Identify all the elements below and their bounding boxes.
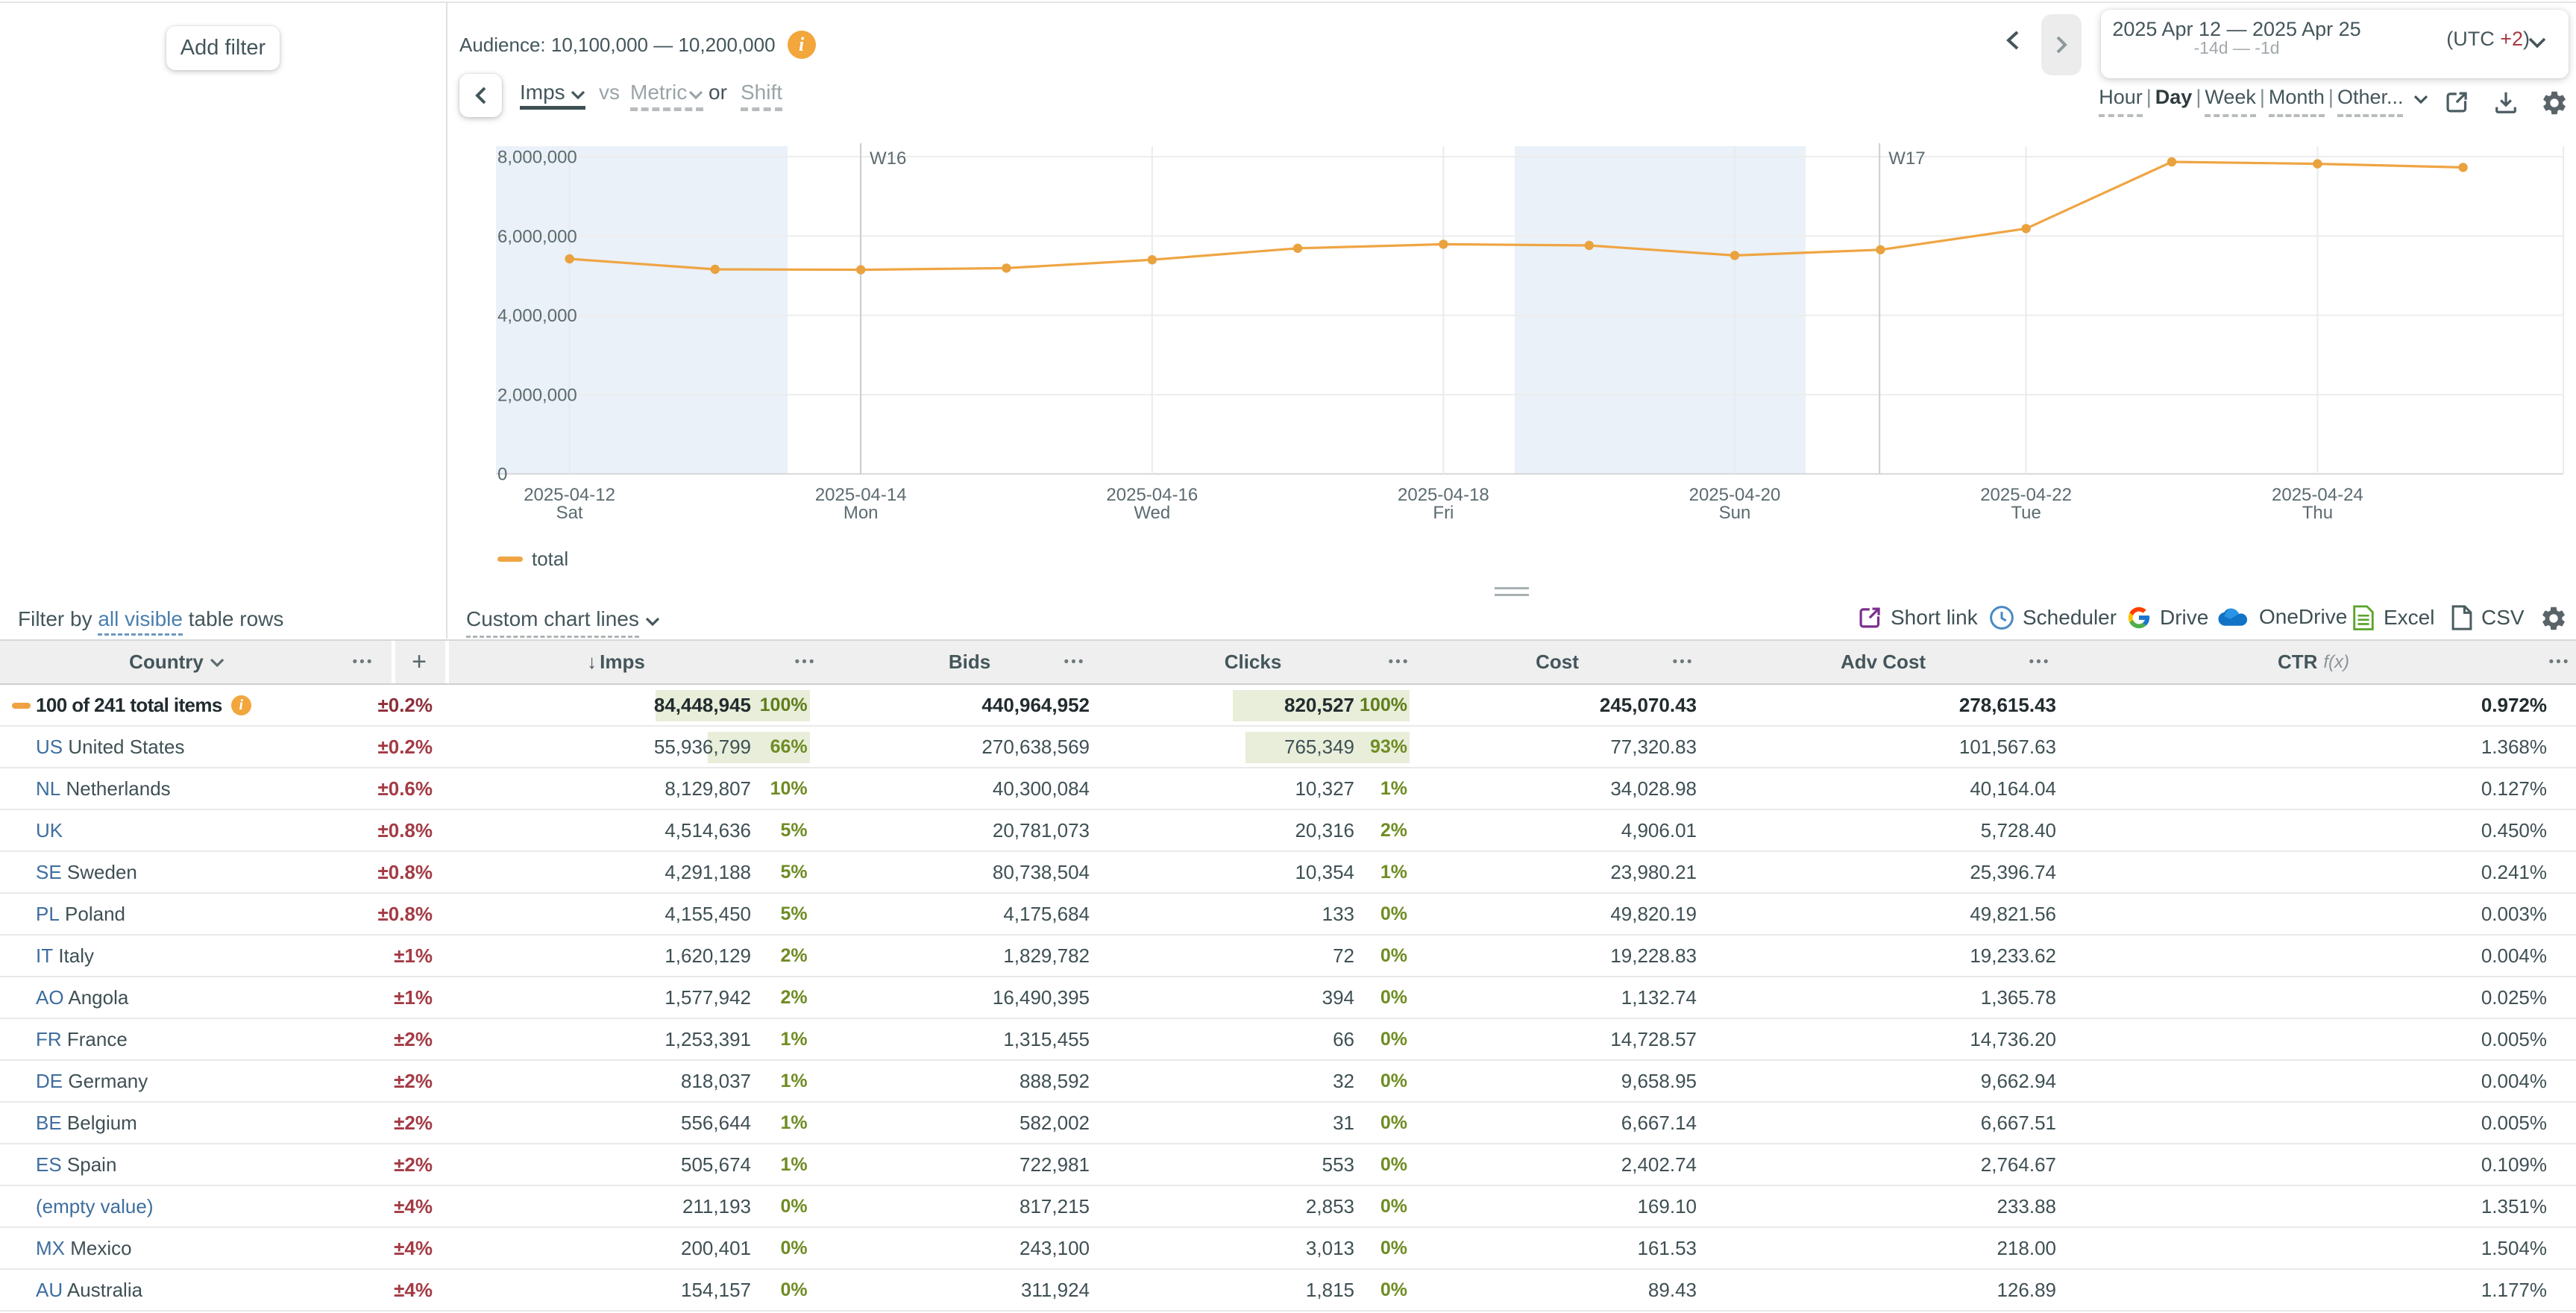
svg-text:2025-04-12: 2025-04-12 [524,485,615,505]
svg-text:W16: W16 [870,148,906,169]
svg-text:8,000,000: 8,000,000 [497,147,577,167]
svg-text:2025-04-24: 2025-04-24 [2272,485,2363,505]
svg-text:Sun: Sun [1719,503,1751,523]
svg-text:Thu: Thu [2302,503,2333,523]
svg-text:2025-04-22: 2025-04-22 [1980,485,2072,505]
svg-text:2025-04-20: 2025-04-20 [1689,485,1781,505]
svg-text:Tue: Tue [2011,503,2041,523]
svg-text:Fri: Fri [1433,503,1454,523]
svg-text:2,000,000: 2,000,000 [497,385,577,405]
svg-text:W17: W17 [1888,148,1925,169]
svg-text:4,000,000: 4,000,000 [497,306,577,326]
svg-text:2025-04-14: 2025-04-14 [815,485,907,505]
svg-text:0: 0 [497,465,507,485]
svg-text:Sat: Sat [556,503,583,523]
svg-text:2025-04-18: 2025-04-18 [1398,485,1489,505]
svg-text:2025-04-16: 2025-04-16 [1106,485,1198,505]
svg-text:Mon: Mon [844,503,879,523]
svg-text:Wed: Wed [1134,503,1170,523]
svg-text:6,000,000: 6,000,000 [497,227,577,247]
